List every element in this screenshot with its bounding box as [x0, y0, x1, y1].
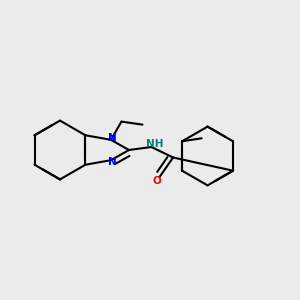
Text: O: O [152, 176, 161, 186]
Text: NH: NH [146, 139, 164, 149]
Text: N: N [108, 157, 117, 167]
Text: N: N [108, 133, 117, 143]
